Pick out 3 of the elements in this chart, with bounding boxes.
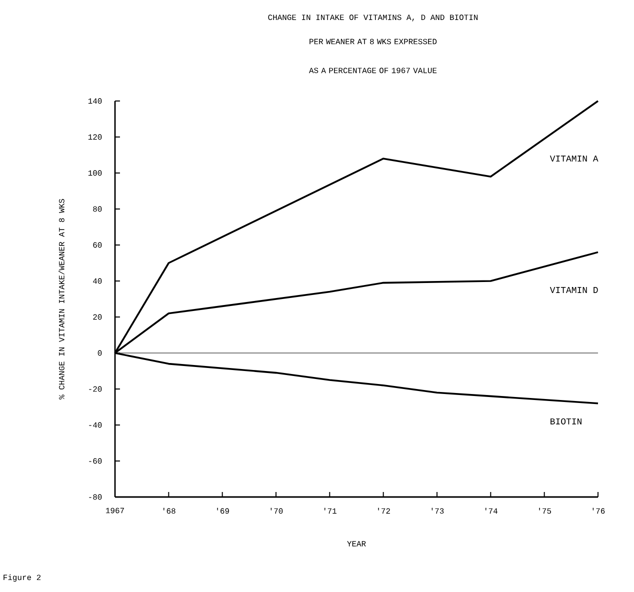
text: VITAMIN D [550,287,598,293]
series-label: BIOTIN [550,418,582,424]
series-label: VITAMIN A [550,156,598,162]
